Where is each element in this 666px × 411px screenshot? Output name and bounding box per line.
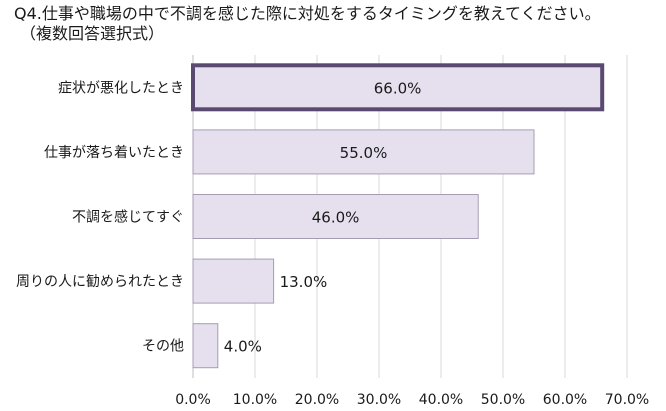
x-tick-label: 40.0% bbox=[419, 392, 463, 408]
x-tick-label: 70.0% bbox=[605, 392, 649, 408]
data-label: 55.0% bbox=[340, 144, 388, 162]
category-label: その他 bbox=[142, 339, 184, 355]
x-tick-label: 0.0% bbox=[175, 392, 211, 408]
bar bbox=[192, 323, 219, 369]
data-label: 13.0% bbox=[280, 273, 328, 291]
title-line-1: Q4.仕事や職場の中で不調を感じた際に対処をするタイミングを教えてください。 bbox=[14, 4, 601, 23]
x-tick-label: 10.0% bbox=[233, 392, 277, 408]
data-label: 4.0% bbox=[224, 338, 262, 356]
title-line-2: （複数回答選択式） bbox=[20, 24, 165, 43]
highlighted-bar bbox=[191, 63, 605, 112]
bar bbox=[192, 129, 535, 175]
bar bbox=[192, 194, 479, 239]
bar bbox=[192, 258, 275, 304]
category-label: 不調を感じてすぐ bbox=[72, 209, 184, 226]
category-label: 症状が悪化したとき bbox=[58, 80, 184, 96]
x-tick-label: 20.0% bbox=[295, 392, 339, 408]
x-tick-label: 60.0% bbox=[543, 392, 587, 408]
data-label: 66.0% bbox=[374, 79, 422, 97]
chart-title: Q4.仕事や職場の中で不調を感じた際に対処をするタイミングを教えてください。 （… bbox=[14, 4, 601, 44]
x-tick-label: 50.0% bbox=[481, 392, 525, 408]
data-label: 46.0% bbox=[312, 209, 360, 227]
category-label: 周りの人に勧められたとき bbox=[16, 273, 184, 290]
category-label: 仕事が落ち着いたとき bbox=[44, 145, 184, 161]
x-tick-label: 30.0% bbox=[357, 392, 401, 408]
